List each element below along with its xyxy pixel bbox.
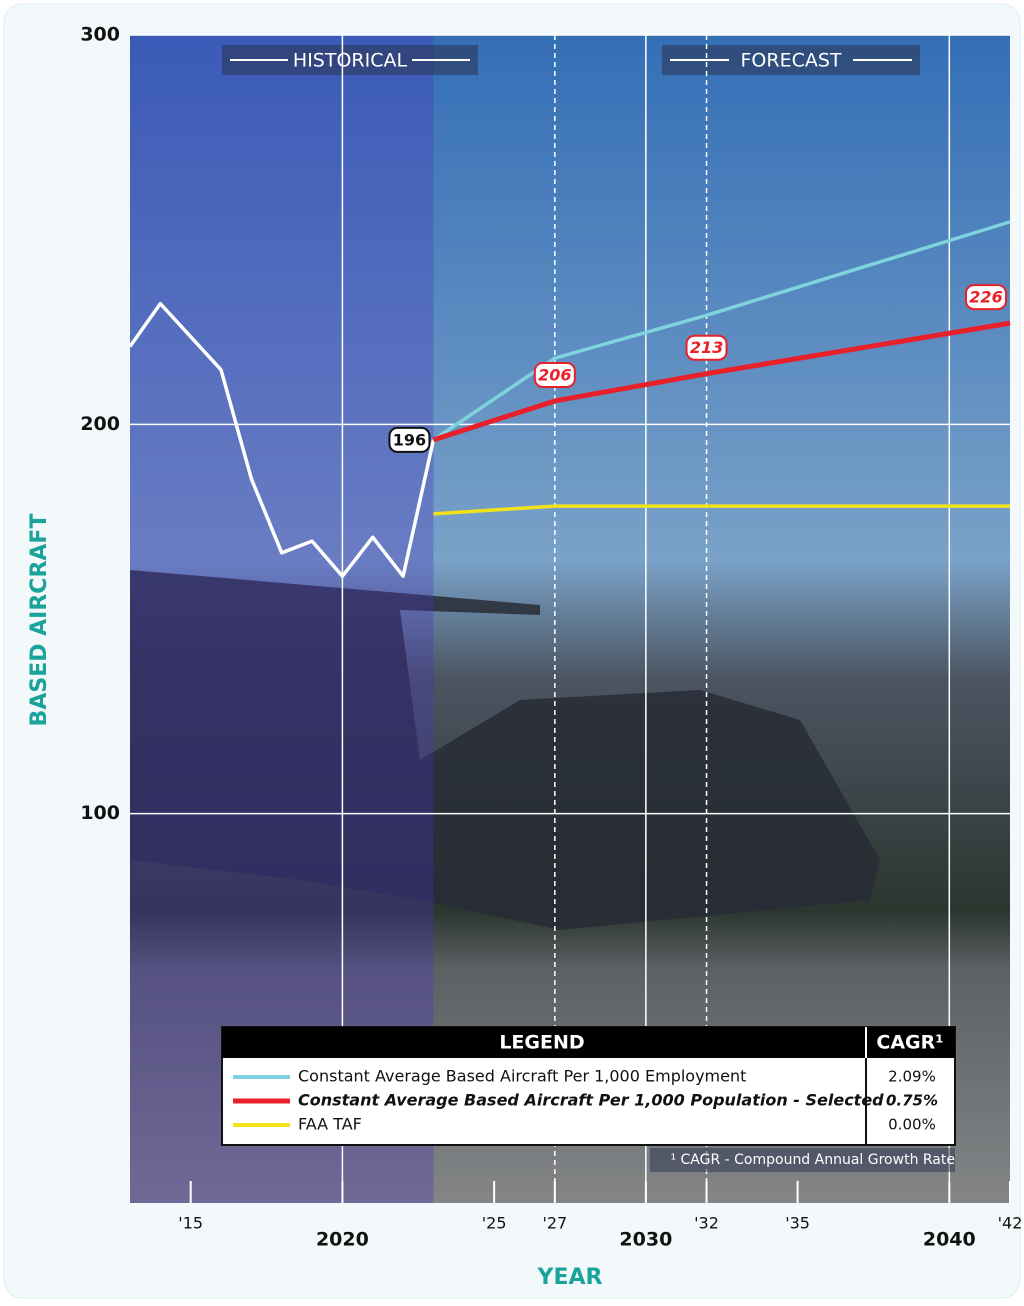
x-tick-label: '42 bbox=[998, 1214, 1023, 1233]
series-line bbox=[432, 320, 1011, 443]
forecast-shade bbox=[433, 35, 1011, 1203]
x-tick-label: 2030 bbox=[619, 1229, 672, 1251]
historical-shade bbox=[130, 35, 434, 1203]
series-line bbox=[433, 504, 1010, 516]
legend-cagr: 0.75% bbox=[886, 1092, 938, 1110]
period-label: HISTORICAL bbox=[293, 50, 408, 72]
series-line bbox=[432, 220, 1011, 442]
x-tick-label: '25 bbox=[482, 1214, 507, 1233]
period-label: FORECAST bbox=[740, 50, 841, 72]
x-axis-label: YEAR bbox=[537, 1265, 603, 1290]
footnote-box bbox=[650, 1148, 955, 1172]
y-tick-label: 100 bbox=[80, 802, 120, 824]
data-label: 206 bbox=[538, 365, 571, 384]
legend-title: LEGEND bbox=[499, 1032, 584, 1054]
data-label-box bbox=[533, 361, 576, 388]
x-tick-label: '15 bbox=[178, 1214, 203, 1233]
legend-label: Constant Average Based Aircraft Per 1,00… bbox=[298, 1091, 884, 1110]
data-label-box bbox=[685, 334, 728, 361]
data-label: 226 bbox=[969, 288, 1002, 307]
x-tick-label: '35 bbox=[785, 1214, 810, 1233]
footnote: ¹ CAGR - Compound Annual Growth Rate bbox=[670, 1152, 955, 1168]
legend-cagr: 2.09% bbox=[888, 1068, 936, 1086]
y-axis-label: BASED AIRCRAFT bbox=[27, 514, 52, 727]
legend-label: FAA TAF bbox=[298, 1115, 362, 1134]
data-label: 213 bbox=[690, 338, 723, 357]
y-tick-label: 300 bbox=[80, 24, 120, 46]
data-label-box bbox=[965, 284, 1007, 311]
aircraft-silhouette bbox=[130, 570, 880, 930]
x-tick-label: 2040 bbox=[923, 1229, 976, 1251]
data-label: 196 bbox=[393, 430, 426, 449]
legend-cagr: 0.00% bbox=[888, 1116, 936, 1134]
legend-cagr-header: CAGR¹ bbox=[876, 1032, 943, 1054]
data-label-box bbox=[388, 426, 431, 453]
y-tick-label: 200 bbox=[80, 413, 120, 435]
legend-header bbox=[222, 1027, 955, 1058]
x-tick-label: '27 bbox=[542, 1214, 567, 1233]
x-tick-label: '32 bbox=[694, 1214, 719, 1233]
series-line bbox=[128, 301, 436, 578]
legend-label: Constant Average Based Aircraft Per 1,00… bbox=[298, 1067, 746, 1086]
x-tick-label: 2020 bbox=[316, 1229, 369, 1251]
